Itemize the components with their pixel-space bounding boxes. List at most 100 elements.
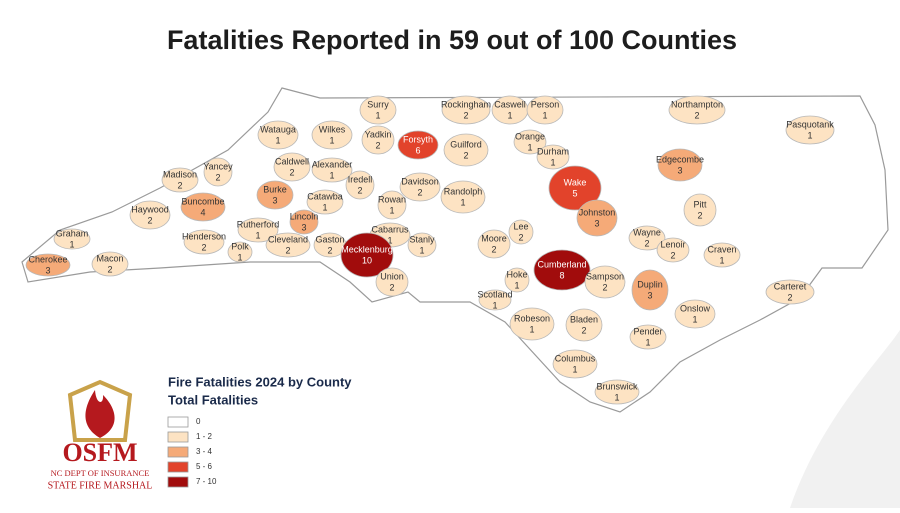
county-shape: [478, 289, 512, 311]
county-shape: [91, 251, 129, 277]
logo-shield: [67, 379, 133, 442]
county-fatalities: 1: [275, 135, 280, 145]
county-shape: [257, 120, 299, 150]
county-shape: [629, 324, 667, 350]
county-name: Craven: [707, 244, 736, 254]
county-shape: [576, 199, 618, 237]
county-name: Yancey: [203, 161, 233, 171]
county-name: Iredell: [348, 174, 373, 184]
county-shape: [399, 172, 441, 202]
legend-label: 0: [196, 417, 201, 426]
county-shape: [273, 152, 311, 182]
county-shape: [180, 192, 226, 222]
county-name: Mecklenburg: [341, 244, 393, 254]
legend: 0 1 - 2 3 - 4 5 - 6 7 - 10: [167, 416, 217, 488]
county-name: Carteret: [774, 281, 807, 291]
county-name: Cabarrus: [371, 224, 409, 234]
title: Fatalities Reported in 59 out of 100 Cou…: [167, 25, 737, 55]
legend-swatch: [167, 461, 189, 473]
county-name: Wilkes: [319, 124, 346, 134]
counties: Surry1Rockingham2Caswell1Person1Northamp…: [25, 95, 835, 405]
county-shape: [674, 299, 716, 329]
county-fatalities: 1: [807, 130, 812, 140]
county-fatalities: 2: [463, 110, 468, 120]
county-shape: [443, 133, 489, 167]
county-name: Columbus: [555, 353, 596, 363]
logo-flame: [85, 390, 115, 438]
county-fatalities: 2: [285, 245, 290, 255]
county-shape: [584, 265, 626, 299]
county-shape: [565, 308, 603, 342]
county-shape: [536, 144, 570, 170]
county-shape: [377, 190, 407, 220]
county-fatalities: 2: [201, 242, 206, 252]
county-name: Graham: [56, 228, 89, 238]
county-fatalities: 2: [670, 250, 675, 260]
county-name: Watauga: [260, 124, 296, 134]
county-fatalities: 1: [572, 364, 577, 374]
county-fatalities: 1: [719, 255, 724, 265]
county-shape: [683, 193, 717, 227]
county-shape: [237, 217, 279, 243]
county-fatalities: 2: [518, 232, 523, 242]
county-name: Catawba: [307, 191, 343, 201]
county-name: Forsyth: [403, 134, 433, 144]
county-name: Rutherford: [237, 219, 280, 229]
county-fatalities: 1: [550, 157, 555, 167]
county-shape: [345, 170, 375, 200]
county-name: Johnston: [579, 207, 616, 217]
county-shape: [533, 249, 591, 291]
county-shape: [548, 165, 602, 211]
county-shape: [785, 115, 835, 145]
county-name: Lee: [513, 221, 528, 231]
county-fatalities: 1: [527, 142, 532, 152]
county-shape: [631, 269, 669, 311]
county-name: Wayne: [633, 227, 661, 237]
county-shape: [552, 349, 598, 379]
county-name: Henderson: [182, 231, 226, 241]
county-fatalities: 8: [559, 270, 564, 280]
county-name: Hoke: [506, 269, 527, 279]
county-name: Moore: [481, 233, 507, 243]
county-fatalities: 1: [255, 230, 260, 240]
county-fatalities: 1: [419, 245, 424, 255]
county-shape: [183, 229, 225, 255]
county-shape: [361, 125, 395, 155]
county-name: Polk: [231, 241, 249, 251]
county-fatalities: 2: [375, 140, 380, 150]
county-name: Durham: [537, 146, 569, 156]
county-shape: [289, 209, 319, 235]
county-fatalities: 2: [697, 210, 702, 220]
county-shape: [526, 95, 564, 125]
legend-swatch: [167, 431, 189, 443]
county-shape: [161, 167, 199, 193]
county-fatalities: 1: [389, 205, 394, 215]
county-name: Lenoir: [660, 239, 685, 249]
county-name: Madison: [163, 169, 197, 179]
county-fatalities: 2: [491, 244, 496, 254]
county-name: Pasquotank: [786, 119, 834, 129]
county-shape: [441, 95, 491, 125]
legend-swatch: [167, 416, 189, 428]
county-fatalities: 1: [614, 392, 619, 402]
county-name: Brunswick: [596, 381, 638, 391]
legend-swatch: [167, 446, 189, 458]
county-shape: [25, 253, 71, 277]
county-fatalities: 2: [107, 264, 112, 274]
county-shape: [311, 120, 353, 150]
county-fatalities: 1: [387, 235, 392, 245]
county-fatalities: 2: [327, 245, 332, 255]
county-shape: [656, 237, 690, 263]
legend-label: 3 - 4: [196, 447, 213, 456]
county-name: Rowan: [378, 194, 406, 204]
county-shape: [306, 189, 344, 215]
county-fatalities: 2: [147, 215, 152, 225]
county-shape: [765, 279, 815, 305]
county-fatalities: 1: [692, 314, 697, 324]
county-name: Pender: [633, 326, 662, 336]
county-name: Scotland: [477, 289, 512, 299]
county-shape: [657, 148, 703, 182]
county-name: Surry: [367, 99, 389, 109]
county-name: Cherokee: [28, 254, 67, 264]
county-fatalities: 1: [460, 197, 465, 207]
